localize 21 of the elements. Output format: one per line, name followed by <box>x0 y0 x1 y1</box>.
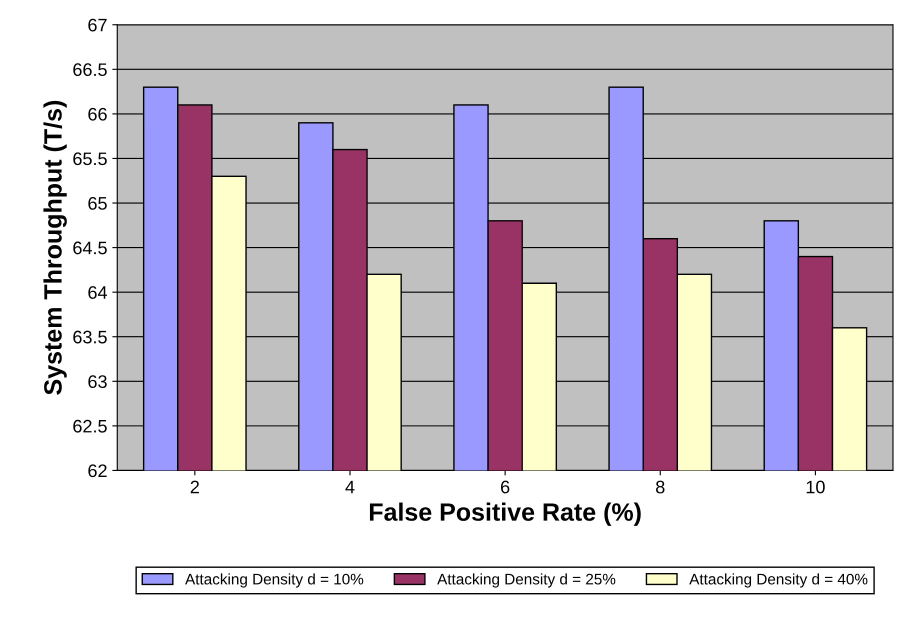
legend-label: Attacking Density d = 10% <box>185 573 364 588</box>
x-tick-label: 6 <box>501 480 510 494</box>
y-tick-label: 66.5 <box>73 63 107 76</box>
x-tick-label: 4 <box>345 480 354 494</box>
y-tick-label: 67 <box>88 18 107 32</box>
x-tick-label: 8 <box>656 480 664 494</box>
y-tick-label: 62 <box>88 464 107 478</box>
y-tick-label: 62.5 <box>73 420 107 433</box>
y-axis-title: System Throughput (T/s) <box>43 100 67 395</box>
x-axis-title: False Positive Rate (%) <box>370 502 641 526</box>
y-tick-label: 63.5 <box>73 330 107 344</box>
y-tick-label: 65 <box>88 196 107 210</box>
y-tick-label: 64.5 <box>73 242 107 254</box>
legend-label: Attacking Density d = 25% <box>437 573 616 588</box>
y-tick-label: 66 <box>88 108 107 121</box>
x-tick-label: 2 <box>190 480 199 494</box>
x-tick-label: 10 <box>806 480 825 494</box>
y-tick-label: 64 <box>88 286 108 299</box>
legend-label: Attacking Density d = 40% <box>689 573 868 588</box>
y-tick-label: 65.5 <box>73 152 107 166</box>
y-tick-label: 63 <box>88 375 107 388</box>
